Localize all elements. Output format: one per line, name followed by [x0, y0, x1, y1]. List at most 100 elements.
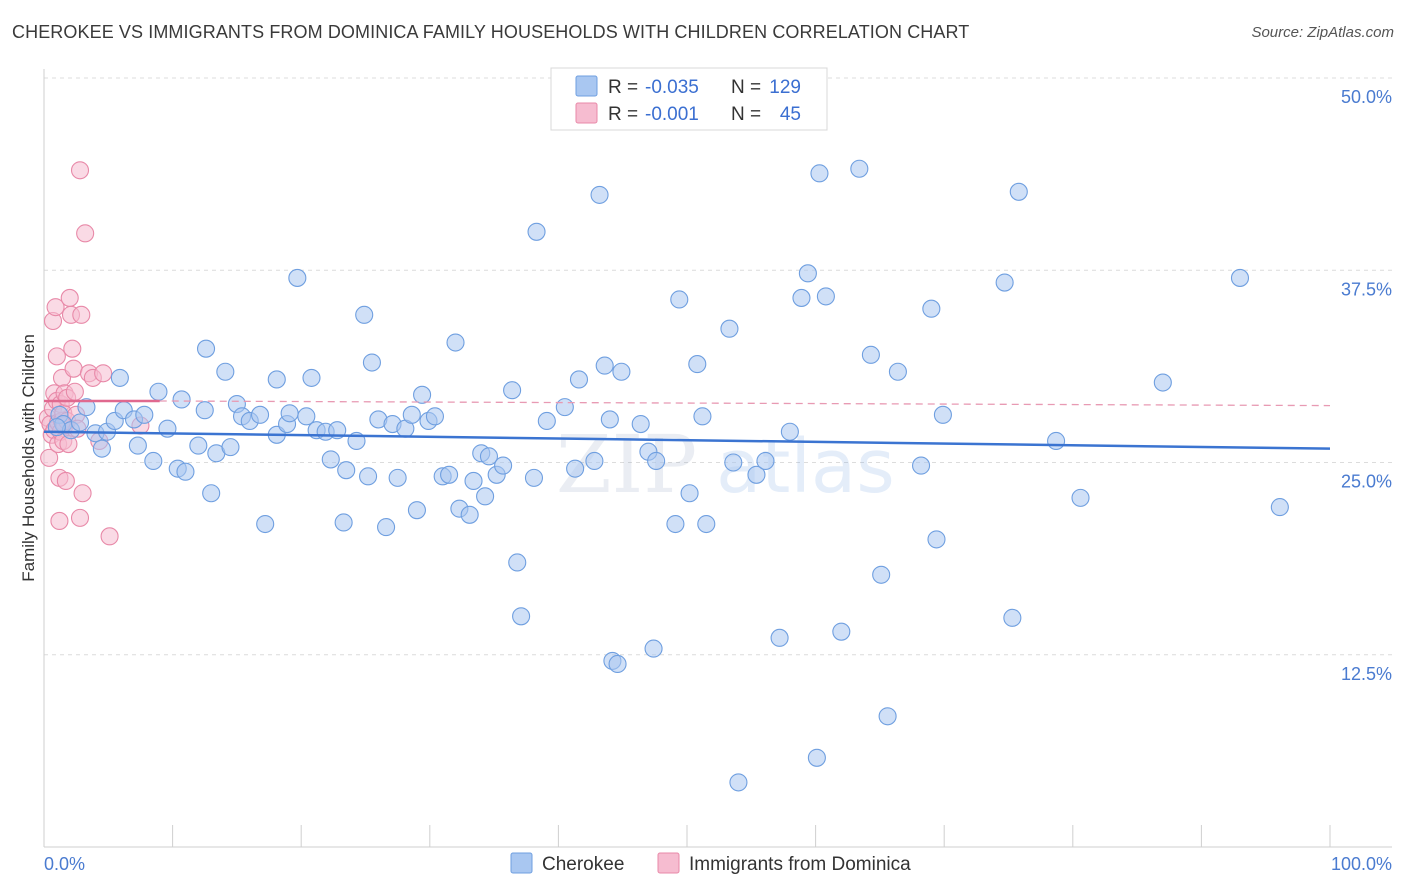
cherokee-point-115 — [922, 299, 941, 318]
cherokee-point-70 — [503, 381, 522, 400]
y-tick-label-3: 50.0% — [1341, 87, 1392, 107]
cherokee-point-18 — [172, 390, 191, 409]
cherokee-point-26 — [221, 438, 240, 457]
cherokee-point-13 — [135, 405, 154, 424]
cherokee-point-52 — [388, 468, 407, 487]
dominica-point-36 — [72, 305, 91, 324]
cherokee-point-19 — [176, 462, 195, 481]
cherokee-point-123 — [1153, 373, 1172, 392]
dominica-trend-extension — [159, 400, 1331, 407]
dominica-point-30 — [64, 359, 83, 378]
cherokee-point-66 — [476, 487, 495, 506]
cherokee-point-80 — [590, 185, 609, 204]
cherokee-point-4 — [77, 398, 96, 417]
bottom-legend-swatch-dominica — [657, 852, 680, 874]
trend-lines — [43, 399, 1331, 450]
cherokee-point-106 — [810, 164, 829, 183]
cherokee-point-109 — [850, 159, 869, 178]
dominica-point-8 — [46, 298, 65, 317]
cherokee-point-84 — [608, 654, 627, 674]
cherokee-point-91 — [670, 290, 689, 309]
cherokee-point-21 — [195, 401, 214, 420]
source-label: Source: ZipAtlas.com — [1251, 24, 1394, 41]
cherokee-point-69 — [494, 456, 513, 475]
cherokee-point-92 — [680, 484, 699, 503]
dominica-point-1 — [40, 448, 59, 467]
dominica-point-35 — [70, 161, 90, 180]
cherokee-point-120 — [1009, 182, 1028, 201]
cherokee-point-33 — [267, 370, 286, 389]
cherokee-point-96 — [720, 319, 739, 338]
cherokee-point-23 — [202, 484, 221, 503]
cherokee-point-37 — [297, 407, 316, 426]
legend-r-value-cherokee: -0.035 — [645, 77, 699, 98]
chart-title: CHEROKEE VS IMMIGRANTS FROM DOMINICA FAM… — [12, 22, 970, 42]
cherokee-point-98 — [729, 773, 748, 792]
cherokee-trend-line — [43, 430, 1331, 450]
watermark-atlas: atlas — [716, 424, 895, 510]
cherokee-point-60 — [440, 465, 459, 484]
cherokee-point-46 — [355, 305, 374, 324]
cherokee-point-61 — [446, 333, 465, 352]
legend-r-value-dominica: -0.001 — [645, 104, 699, 125]
cherokee-point-25 — [216, 362, 235, 381]
cherokee-point-110 — [861, 345, 880, 364]
dominica-point-34 — [70, 508, 90, 527]
legend-n-label-cherokee: N = — [731, 77, 761, 98]
cherokee-point-35 — [280, 404, 299, 423]
cherokee-point-9 — [110, 368, 129, 387]
legend-n-value-cherokee: 129 — [769, 77, 801, 98]
cherokee-point-41 — [321, 450, 340, 469]
cherokee-point-73 — [524, 468, 544, 487]
cherokee-point-15 — [149, 382, 168, 401]
cherokee-point-20 — [189, 436, 208, 455]
cherokee-point-81 — [595, 356, 614, 375]
dominica-point-14 — [50, 511, 69, 530]
dominica-point-29 — [63, 339, 82, 358]
dominica-point-31 — [65, 382, 84, 401]
legend-r-label-dominica: R = — [608, 104, 638, 125]
cherokee-point-44 — [337, 461, 356, 480]
cherokee-point-79 — [585, 451, 604, 471]
dominica-point-42 — [94, 364, 113, 383]
bottom-legend-label-dominica: Immigrants from Dominica — [689, 854, 911, 875]
cherokee-point-74 — [527, 222, 546, 241]
cherokee-point-101 — [770, 628, 789, 647]
cherokee-point-93 — [688, 355, 707, 374]
bottom-legend-swatch-cherokee — [510, 852, 533, 874]
y-tick-labels: 12.5% 25.0% 37.5% 50.0% — [1341, 87, 1392, 684]
legend-r-label-cherokee: R = — [608, 77, 638, 98]
cherokee-point-99 — [747, 465, 766, 484]
cherokee-point-14 — [144, 451, 163, 471]
cherokee-point-58 — [425, 407, 444, 426]
cherokee-point-38 — [302, 368, 321, 387]
dominica-point-38 — [76, 224, 95, 243]
cherokee-point-31 — [256, 514, 275, 534]
cherokee-point-103 — [792, 288, 811, 307]
dominica-point-27 — [60, 288, 79, 307]
cherokee-point-72 — [512, 607, 531, 626]
cherokee-point-47 — [359, 467, 378, 486]
cherokee-point-76 — [555, 398, 574, 417]
cherokee-point-43 — [334, 513, 353, 532]
cherokee-point-56 — [413, 385, 432, 404]
legend-n-value-dominica: 45 — [780, 104, 801, 125]
cherokee-point-114 — [912, 456, 931, 475]
cherokee-point-71 — [508, 553, 527, 572]
cherokee-point-122 — [1071, 488, 1090, 507]
x-ticks — [43, 825, 1331, 847]
cherokee-point-6 — [92, 439, 111, 458]
cherokee-point-113 — [888, 362, 907, 381]
cherokee-point-67 — [479, 447, 499, 466]
cherokee-point-124 — [1230, 268, 1250, 287]
cherokee-point-86 — [631, 414, 650, 434]
cherokee-point-108 — [832, 622, 851, 641]
cherokee-point-48 — [362, 353, 381, 372]
cherokee-point-88 — [644, 639, 663, 658]
cherokee-point-107 — [816, 287, 835, 306]
cherokee-point-63 — [460, 505, 479, 524]
cherokee-point-85 — [612, 362, 631, 381]
cherokee-point-112 — [878, 707, 897, 726]
y-axis-label: Family Households with Children — [19, 334, 38, 582]
dominica-point-9 — [47, 347, 66, 366]
